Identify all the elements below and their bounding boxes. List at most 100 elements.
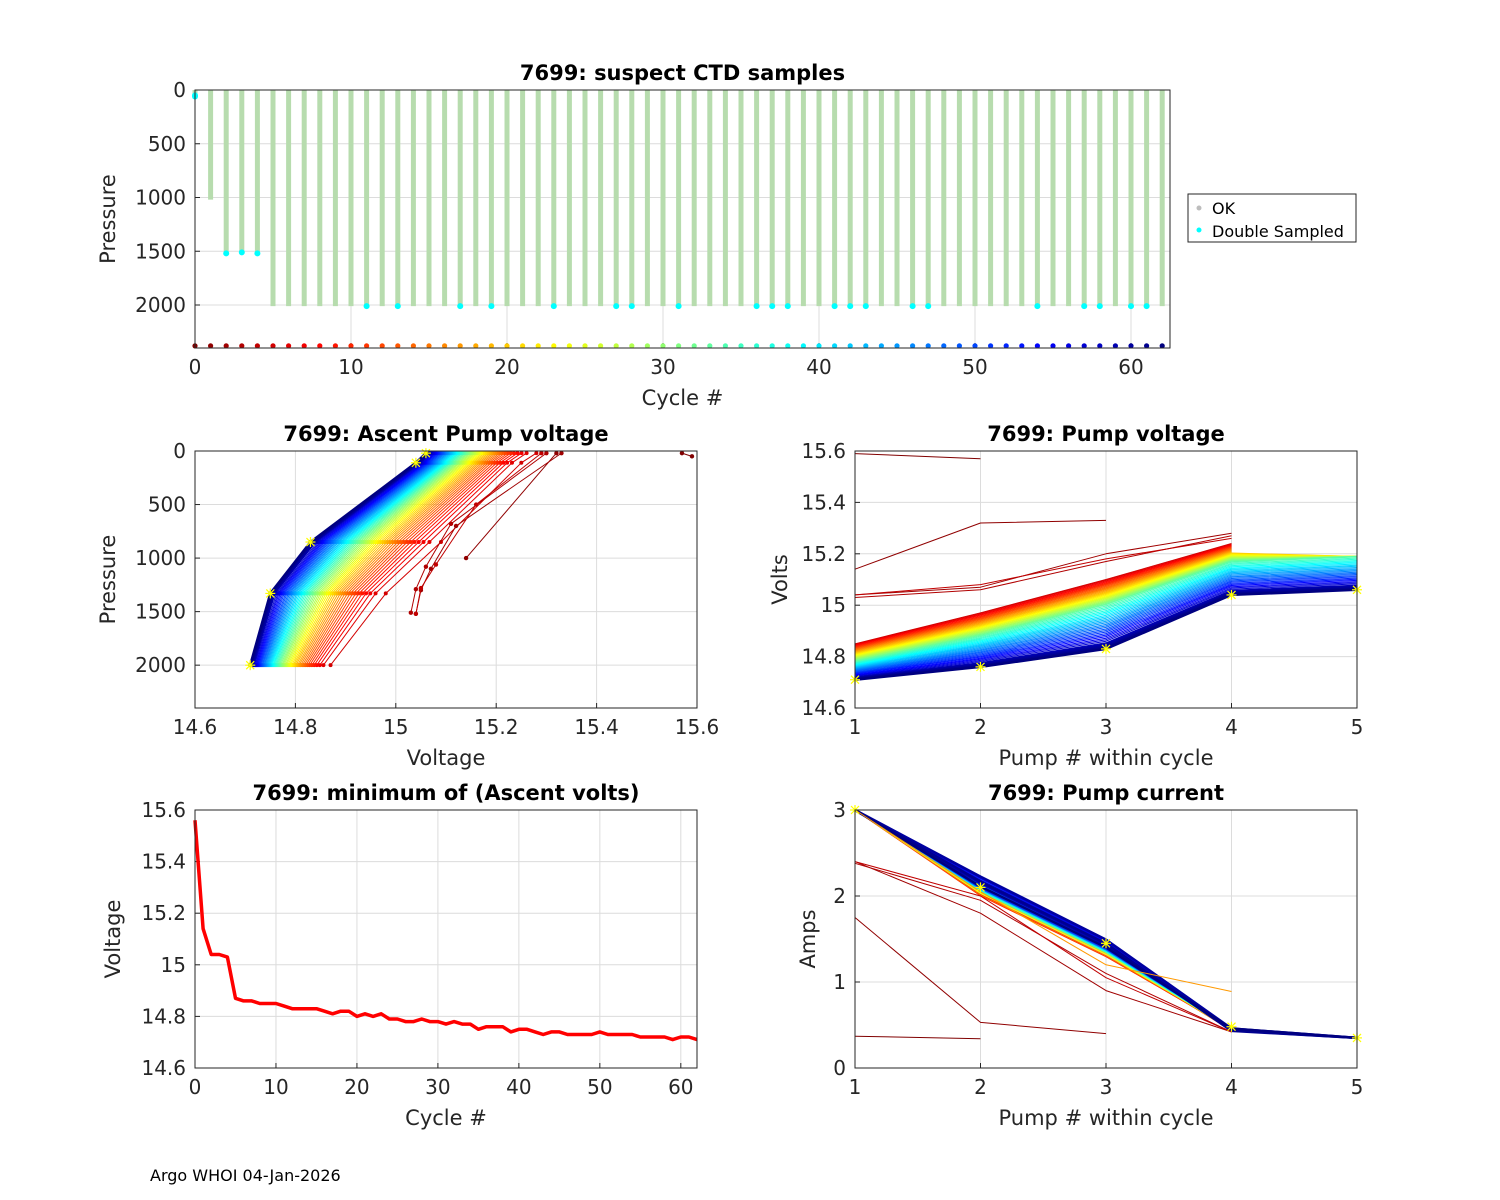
x-tick-label: 15.2	[474, 715, 519, 739]
axes-frame	[194, 450, 698, 709]
cycle-marker	[488, 343, 494, 349]
double-sampled-point	[1143, 303, 1150, 310]
cycle-profile-line	[854, 565, 1358, 668]
cycle-profile-line	[854, 572, 1358, 672]
cycle-profile-line	[854, 556, 1358, 663]
early-cycle-line	[854, 532, 1232, 596]
cycle-profile-line	[854, 579, 1358, 676]
cycle-marker	[317, 343, 323, 349]
cycle-profile-line	[854, 545, 1232, 647]
early-cycle-point	[408, 610, 414, 615]
profile-point	[519, 451, 524, 456]
profile-point	[501, 460, 506, 465]
cycle-marker	[613, 343, 619, 349]
last-value-marker	[1226, 1021, 1237, 1032]
profile-point	[412, 540, 417, 545]
cycle-marker	[894, 343, 900, 349]
x-tick-label: 4	[1225, 715, 1238, 739]
early-cycle-point	[539, 451, 544, 456]
min-volts-series-line	[193, 820, 698, 1042]
cycle-marker	[1097, 343, 1103, 349]
double-sampled-point	[628, 303, 635, 310]
cycle-marker	[1159, 343, 1165, 349]
x-axis-label: Cycle #	[642, 386, 724, 410]
cycle-profile-line	[854, 548, 1232, 650]
cycle-profile-line	[854, 543, 1232, 645]
cycle-profiles	[854, 453, 1358, 681]
cycle-profile-line	[854, 546, 1232, 648]
cycle-marker	[910, 343, 916, 349]
y-tick-label: 0	[173, 78, 186, 102]
x-tick-label: 2	[974, 715, 987, 739]
chart-title: 7699: minimum of (Ascent volts)	[252, 781, 639, 805]
cycle-marker	[473, 343, 479, 349]
early-cycle-point	[554, 451, 559, 456]
tick-labels: 1 2 3 4 5 14.6 14.8 15 15.2 15.4 15.6	[801, 439, 1363, 739]
cycle-profile-line	[854, 543, 1232, 645]
x-tick-label: 2	[974, 1075, 987, 1099]
cycle-marker	[254, 343, 260, 349]
cycle-profile-line	[854, 571, 1358, 671]
cycle-marker	[863, 343, 869, 349]
x-tick-label: 30	[425, 1075, 450, 1099]
x-tick-label: 40	[506, 1075, 531, 1099]
cycle-marker	[348, 343, 354, 349]
double-sampled-series	[192, 92, 1150, 310]
y-tick-label: 15.2	[801, 542, 846, 566]
cycle-marker	[535, 343, 541, 349]
cycle-marker	[878, 343, 885, 349]
double-sampled-point	[831, 303, 838, 310]
cycle-marker	[379, 343, 385, 349]
cycle-profile-line	[854, 567, 1358, 669]
cycle-profile-line	[854, 578, 1358, 675]
profile-point	[405, 540, 410, 545]
x-tick-label: 15.4	[574, 715, 619, 739]
last-value-marker	[245, 660, 256, 671]
x-tick-label: 10	[263, 1075, 288, 1099]
cycle-profile-line	[854, 549, 1232, 651]
double-sampled-point	[394, 303, 401, 310]
cycle-marker	[566, 343, 573, 349]
cycle-marker	[722, 343, 729, 349]
profile-point	[505, 460, 510, 465]
cycle-profile-line	[854, 568, 1358, 669]
profile-point	[373, 591, 378, 596]
cycle-marker	[800, 343, 807, 349]
cycle-profile-line	[854, 560, 1358, 665]
cycle-profile-line	[854, 577, 1358, 674]
cycle-marker	[1144, 343, 1150, 349]
double-sampled-point	[675, 303, 682, 310]
cycle-marker	[629, 343, 635, 349]
chart-title: 7699: suspect CTD samples	[520, 61, 845, 85]
cycle-profile-line	[854, 551, 1232, 654]
profile-point	[427, 540, 432, 545]
early-cycle-point	[473, 502, 479, 507]
early-cycle-point	[423, 564, 429, 569]
x-tick-label: 4	[1225, 1075, 1238, 1099]
cycle-marker	[676, 343, 682, 349]
cycle-profile-line	[854, 564, 1358, 667]
early-cycle-line	[854, 861, 1232, 1033]
cycle-profile-line	[854, 576, 1358, 674]
cycle-marker	[270, 343, 276, 349]
tick-labels: 0 10 20 30 40 50 60 0 500 1000 1500 2000	[135, 78, 1144, 379]
profile-point	[421, 540, 426, 545]
early-cycle-point	[418, 585, 424, 591]
cycle-marker	[707, 343, 713, 349]
cycle-marker	[364, 343, 370, 349]
cycle-marker	[504, 343, 510, 349]
cycle-marker	[972, 343, 978, 349]
cycle-profile-line	[854, 558, 1358, 664]
cycle-profile-line	[854, 582, 1358, 677]
x-axis-label: Cycle #	[405, 1106, 487, 1130]
profile-point	[395, 540, 400, 545]
cycle-marker	[754, 343, 760, 349]
cycle-marker	[785, 343, 791, 349]
early-cycle-point	[413, 586, 419, 592]
y-tick-label: 1500	[135, 600, 186, 624]
cycle-marker	[644, 343, 651, 349]
early-cycle-point	[453, 523, 459, 529]
cycle-marker	[738, 343, 744, 349]
pump-voltage-chart: 1 2 3 4 5 14.6 14.8 15 15.2 15.4 15.6 7699: Pump vo…	[768, 422, 1363, 770]
y-tick-label: 2	[833, 884, 846, 908]
